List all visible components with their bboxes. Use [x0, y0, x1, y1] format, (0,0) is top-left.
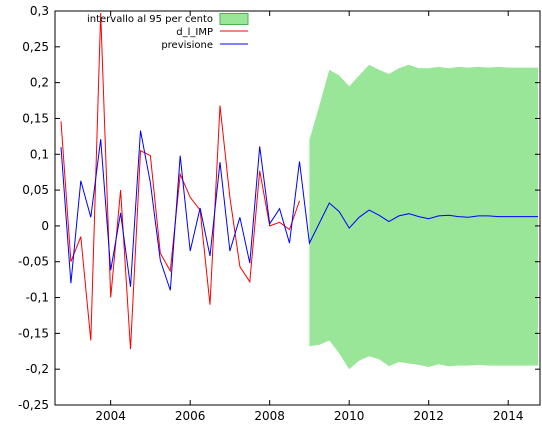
legend-label-d-l-imp: d_l_IMP [176, 27, 213, 38]
x-tick-label: 2012 [413, 409, 444, 423]
legend-swatch-interval [220, 14, 248, 25]
y-tick-label: 0,25 [22, 40, 49, 54]
y-tick-label: -0,2 [26, 362, 49, 376]
x-tick-label: 2004 [95, 409, 126, 423]
y-tick-label: -0,1 [26, 291, 49, 305]
y-tick-label: 0,2 [30, 76, 49, 90]
x-tick-label: 2014 [493, 409, 524, 423]
y-tick-label: 0 [41, 219, 49, 233]
legend: intervallo al 95 per cento d_l_IMP previ… [87, 14, 248, 52]
x-tick-label: 2006 [175, 409, 206, 423]
y-tick-label: 0,05 [22, 183, 49, 197]
y-tick-label: -0,25 [18, 398, 49, 412]
y-tick-label: 0,15 [22, 111, 49, 125]
y-tick-label: -0,15 [18, 326, 49, 340]
x-tick-label: 2010 [334, 409, 365, 423]
x-tick-label: 2008 [254, 409, 285, 423]
legend-label-previsione: previsione [161, 40, 213, 51]
y-tick-label: 0,1 [30, 147, 49, 161]
legend-label-interval: intervallo al 95 per cento [87, 14, 213, 25]
y-tick-label: -0,05 [18, 255, 49, 269]
y-tick-label: 0,3 [30, 4, 49, 18]
